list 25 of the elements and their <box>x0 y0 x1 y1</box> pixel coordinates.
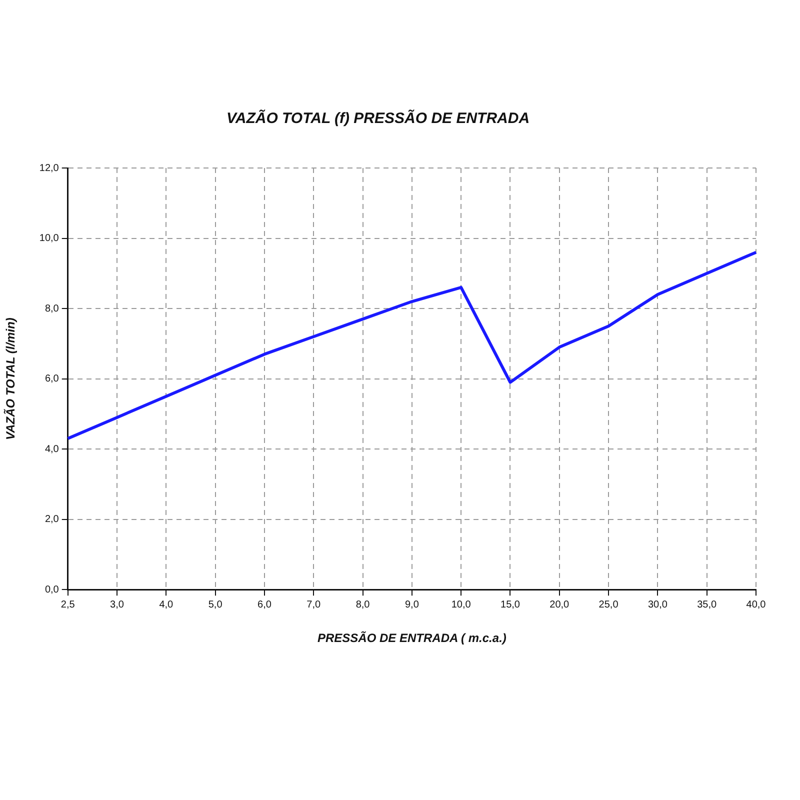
y-tick-label: 4,0 <box>44 444 60 455</box>
chart-title: VAZÃO TOTAL (f) PRESSÃO DE ENTRADA <box>226 109 530 128</box>
x-axis-title: PRESSÃO DE ENTRADA ( m.c.a.) <box>317 631 506 646</box>
x-tick-label: 10,0 <box>451 599 472 610</box>
x-tick-label: 5,0 <box>208 599 223 610</box>
x-tick-label: 3,0 <box>110 599 124 610</box>
x-tick-label: 30,0 <box>648 599 668 610</box>
x-tick-label: 8,0 <box>356 599 370 610</box>
y-axis-title: VAZÃO TOTAL (l/min) <box>4 318 18 440</box>
x-tick-label: 9,0 <box>404 599 420 610</box>
x-tick-label: 15,0 <box>500 599 520 610</box>
x-tick-label: 7,0 <box>306 599 322 610</box>
x-tick-label: 40,0 <box>746 599 766 610</box>
x-tick-label: 25,0 <box>598 599 619 610</box>
x-tick-label: 35,0 <box>697 599 718 610</box>
y-tick-label: 10,0 <box>39 233 60 244</box>
y-tick-label: 0,0 <box>44 584 60 596</box>
x-tick-label: 2,5 <box>60 599 76 610</box>
y-tick-label: 6,0 <box>44 374 60 385</box>
y-tick-label: 12,0 <box>39 162 60 174</box>
y-tick-label: 2,0 <box>44 514 60 526</box>
y-tick-label: 8,0 <box>44 303 60 314</box>
x-tick-label: 6,0 <box>258 599 272 610</box>
x-tick-label: 20,0 <box>550 599 570 610</box>
x-tick-label: 4,0 <box>159 599 174 610</box>
